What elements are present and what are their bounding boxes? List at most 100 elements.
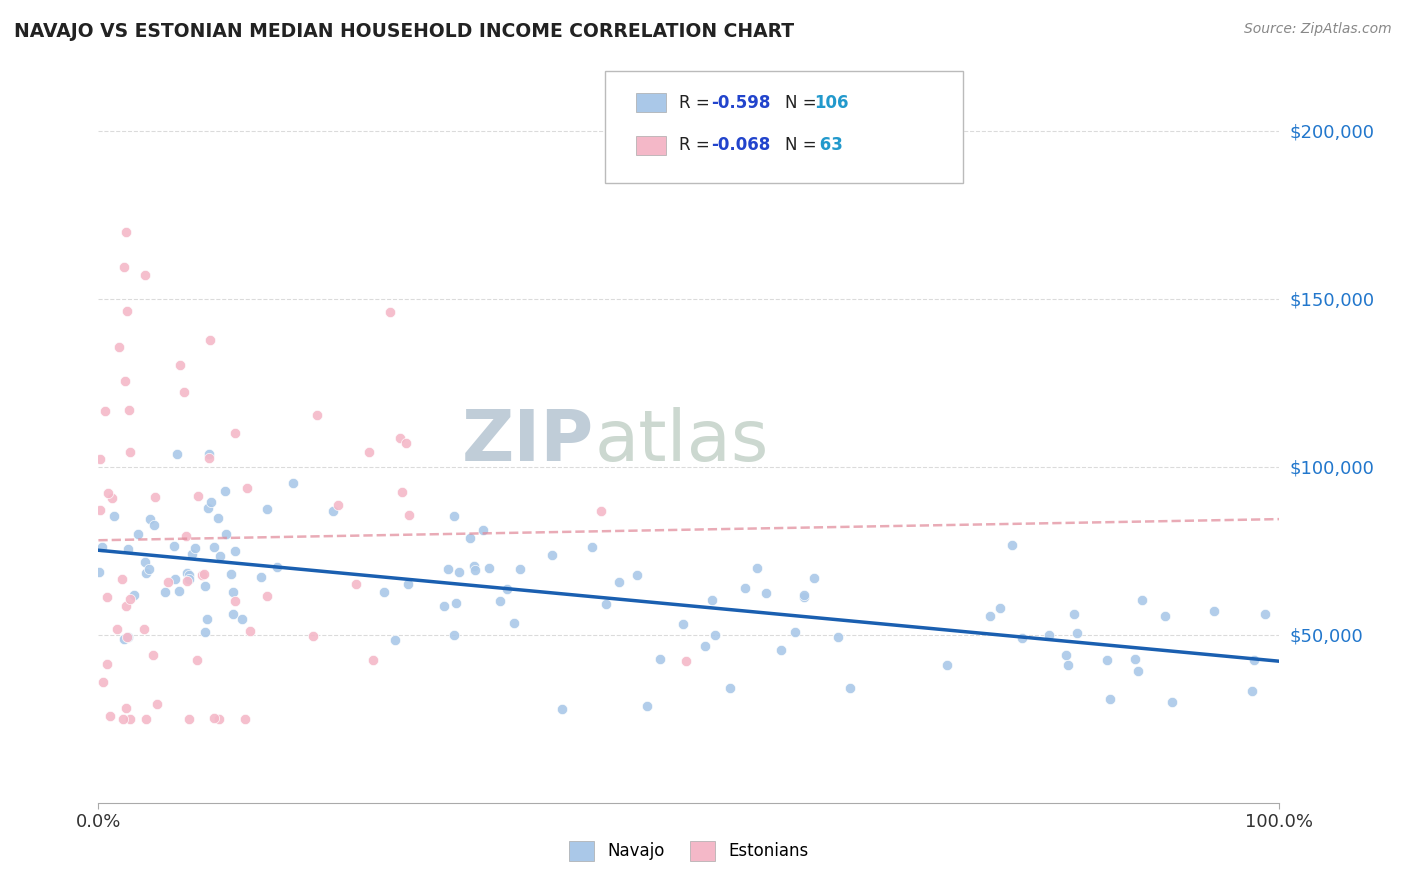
Point [94,404,117,418]
Point [233,712,256,726]
Point [478,561,501,575]
Point [979,609,1001,624]
Point [541,548,564,562]
Point [359,445,381,459]
Text: R =: R = [679,136,716,154]
Point [153,584,176,599]
Text: R =: R = [679,94,716,112]
Point [595,597,617,611]
Text: atlas: atlas [595,407,769,476]
Point [163,539,186,553]
Text: NAVAJO VS ESTONIAN MEDIAN HOUSEHOLD INCOME CORRELATION CHART: NAVAJO VS ESTONIAN MEDIAN HOUSEHOLD INCO… [14,22,794,41]
Point [1054,648,1077,662]
Point [96,590,118,604]
Text: ZIP: ZIP [463,407,595,476]
Point [91,674,114,689]
Point [1038,628,1060,642]
Point [103,509,125,524]
Point [143,491,166,505]
Point [166,446,188,460]
Point [142,648,165,663]
Point [101,491,124,505]
Point [98,708,121,723]
Point [157,575,180,590]
Point [626,568,648,582]
Point [551,702,574,716]
Point [117,630,139,644]
Point [96,657,118,672]
Point [224,425,246,440]
Point [509,562,531,576]
Point [443,628,465,642]
Point [111,712,134,726]
Point [745,561,768,575]
Point [190,568,212,582]
Point [134,268,156,282]
Point [391,484,413,499]
Point [179,572,201,586]
Point [208,712,231,726]
Point [1160,695,1182,709]
Point [165,572,187,586]
Point [1243,653,1265,667]
Point [488,594,510,608]
Point [1132,593,1154,607]
Point [183,541,205,556]
Point [115,599,138,613]
Point [222,585,245,599]
Point [703,627,725,641]
Point [675,654,697,668]
Text: Source: ZipAtlas.com: Source: ZipAtlas.com [1244,22,1392,37]
Point [936,657,959,672]
Text: N =: N = [785,136,821,154]
Point [718,681,741,696]
Point [91,540,114,554]
Point [179,568,201,582]
Point [266,560,288,574]
Point [1254,607,1277,622]
Point [250,569,273,583]
Point [215,527,238,541]
Point [139,512,162,526]
Point [117,541,139,556]
Point [222,607,245,621]
Point [202,540,225,554]
Point [112,260,135,274]
Point [346,577,368,591]
Point [307,408,329,422]
Point [446,596,468,610]
Point [256,502,278,516]
Point [167,584,190,599]
Point [283,476,305,491]
Point [755,585,778,599]
Point [177,712,200,726]
Point [734,582,756,596]
Point [437,562,460,576]
Point [202,710,225,724]
Point [363,653,385,667]
Point [1153,608,1175,623]
Point [839,681,862,695]
Point [988,601,1011,615]
Point [134,622,156,636]
Point [138,562,160,576]
Text: 106: 106 [814,94,849,112]
Point [224,593,246,607]
Point [236,481,259,495]
Point [239,624,262,638]
Point [198,450,221,465]
Point [145,697,167,711]
Point [127,527,149,541]
Point [589,504,612,518]
Point [464,563,486,577]
Point [186,653,208,667]
Point [581,540,603,554]
Point [672,616,695,631]
Text: -0.598: -0.598 [711,94,770,112]
Point [396,576,419,591]
Point [200,494,222,508]
Point [460,531,482,545]
Point [169,358,191,372]
Point [87,565,110,579]
Point [1125,652,1147,666]
